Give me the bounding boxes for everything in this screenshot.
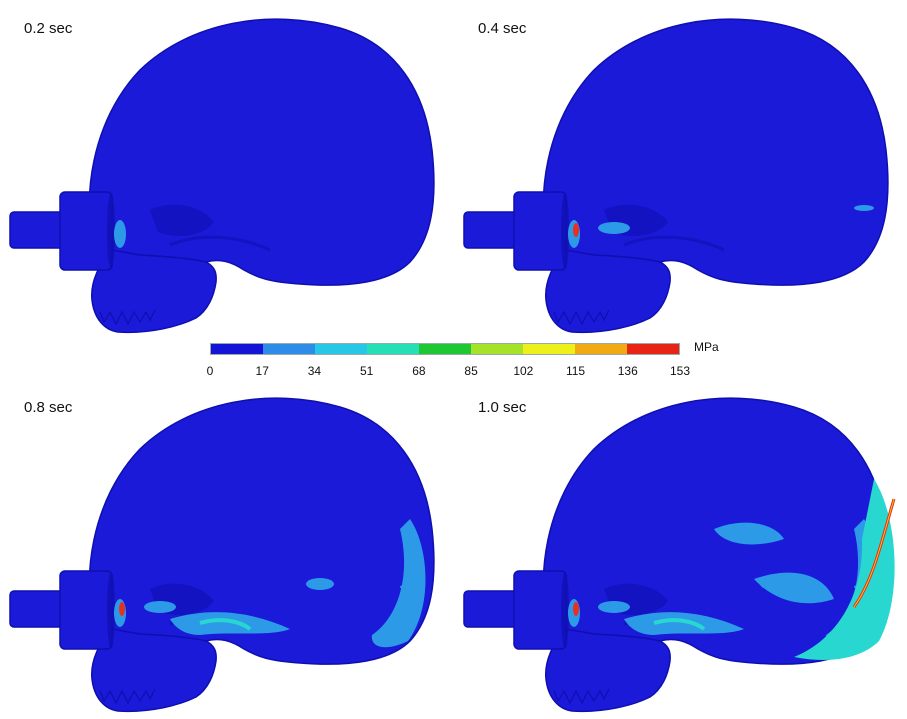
stress-region-frontal: [714, 522, 784, 545]
impactor-rod: [9, 590, 67, 628]
colorbar-segment: [627, 344, 679, 354]
stress-crack-core: [853, 498, 895, 608]
colorbar-tick-label: 115: [565, 364, 586, 378]
skull-model: [9, 18, 435, 334]
impactor-face: [107, 193, 115, 269]
mandible: [91, 628, 217, 713]
colorbar-segment: [575, 344, 627, 354]
skull-model: [9, 397, 435, 713]
stress-region-zygomatic: [624, 612, 744, 635]
stress-region-peak: [573, 223, 579, 237]
impactor-face: [561, 572, 569, 648]
colorbar-tick-label: 51: [359, 364, 374, 378]
eye-socket: [150, 204, 214, 237]
time-label: 0.8 sec: [24, 399, 73, 416]
impactor-rod: [463, 590, 521, 628]
colorbar-tick-label: 153: [669, 364, 691, 378]
stress-region-cheek: [144, 601, 176, 613]
teeth: [99, 309, 156, 326]
colorbar-segment: [419, 344, 471, 354]
time-label: 0.2 sec: [24, 20, 73, 37]
colorbar-tick-label: 34: [307, 364, 322, 378]
panel-0-4-sec: 0.4 sec: [454, 0, 907, 340]
impactor-rod: [9, 211, 67, 249]
stress-region-back-mid: [794, 479, 895, 660]
mandible: [91, 249, 217, 334]
time-label: 0.4 sec: [478, 20, 527, 37]
stress-region-cheek: [598, 601, 630, 613]
stress-region-peak: [573, 602, 579, 616]
teeth: [553, 688, 610, 705]
colorbar-tick-label: 0: [206, 364, 214, 378]
colorbar-unit: MPa: [694, 340, 719, 354]
stress-region-impact: [114, 220, 126, 248]
colorbar-tick-label: 102: [513, 364, 534, 378]
time-label: 1.0 sec: [478, 399, 527, 416]
colorbar-segment: [471, 344, 523, 354]
zygomatic-ridge: [169, 235, 271, 252]
mandible: [545, 628, 671, 713]
stress-region-cheek: [598, 222, 630, 234]
colorbar-gradient: [210, 343, 680, 355]
stress-region-zygomatic: [170, 612, 290, 635]
colorbar-tick-label: 17: [255, 364, 269, 378]
colorbar-segment: [367, 344, 419, 354]
stress-region-temporal: [754, 572, 834, 604]
colorbar-segment: [315, 344, 367, 354]
teeth: [553, 309, 610, 326]
colorbar-segment: [523, 344, 575, 354]
panel-0-8-sec: 0.8 sec: [0, 379, 453, 719]
zygomatic-ridge: [623, 235, 725, 252]
stress-region-parietal: [306, 578, 334, 590]
skull-model: [463, 397, 896, 713]
colorbar-tick-label: 136: [617, 364, 638, 378]
stress-region-occipital: [854, 205, 874, 211]
impactor-head: [513, 570, 567, 650]
stress-region-zygomatic-mid: [653, 618, 706, 631]
impactor-head: [59, 191, 113, 271]
impactor-rod: [463, 211, 521, 249]
mandible: [545, 249, 671, 334]
colorbar-segment: [211, 344, 263, 354]
panel-0-2-sec: 0.2 sec: [0, 0, 453, 340]
impactor-face: [107, 572, 115, 648]
stress-region-back: [371, 519, 426, 648]
impactor-face: [561, 193, 569, 269]
skull-model: [463, 18, 889, 334]
stress-region-peak: [119, 602, 125, 616]
colorbar-tick-label: 68: [412, 364, 426, 378]
stress-colorbar: MPa 0 17 34 51 68 85 102 115 136 153: [206, 340, 719, 383]
stress-region-zygomatic-mid: [199, 618, 252, 631]
teeth: [99, 688, 156, 705]
panel-1-0-sec: 1.0 sec: [454, 379, 907, 719]
colorbar-segment: [263, 344, 315, 354]
impactor-head: [513, 191, 567, 271]
impactor-head: [59, 570, 113, 650]
colorbar-tick-label: 85: [464, 364, 478, 378]
